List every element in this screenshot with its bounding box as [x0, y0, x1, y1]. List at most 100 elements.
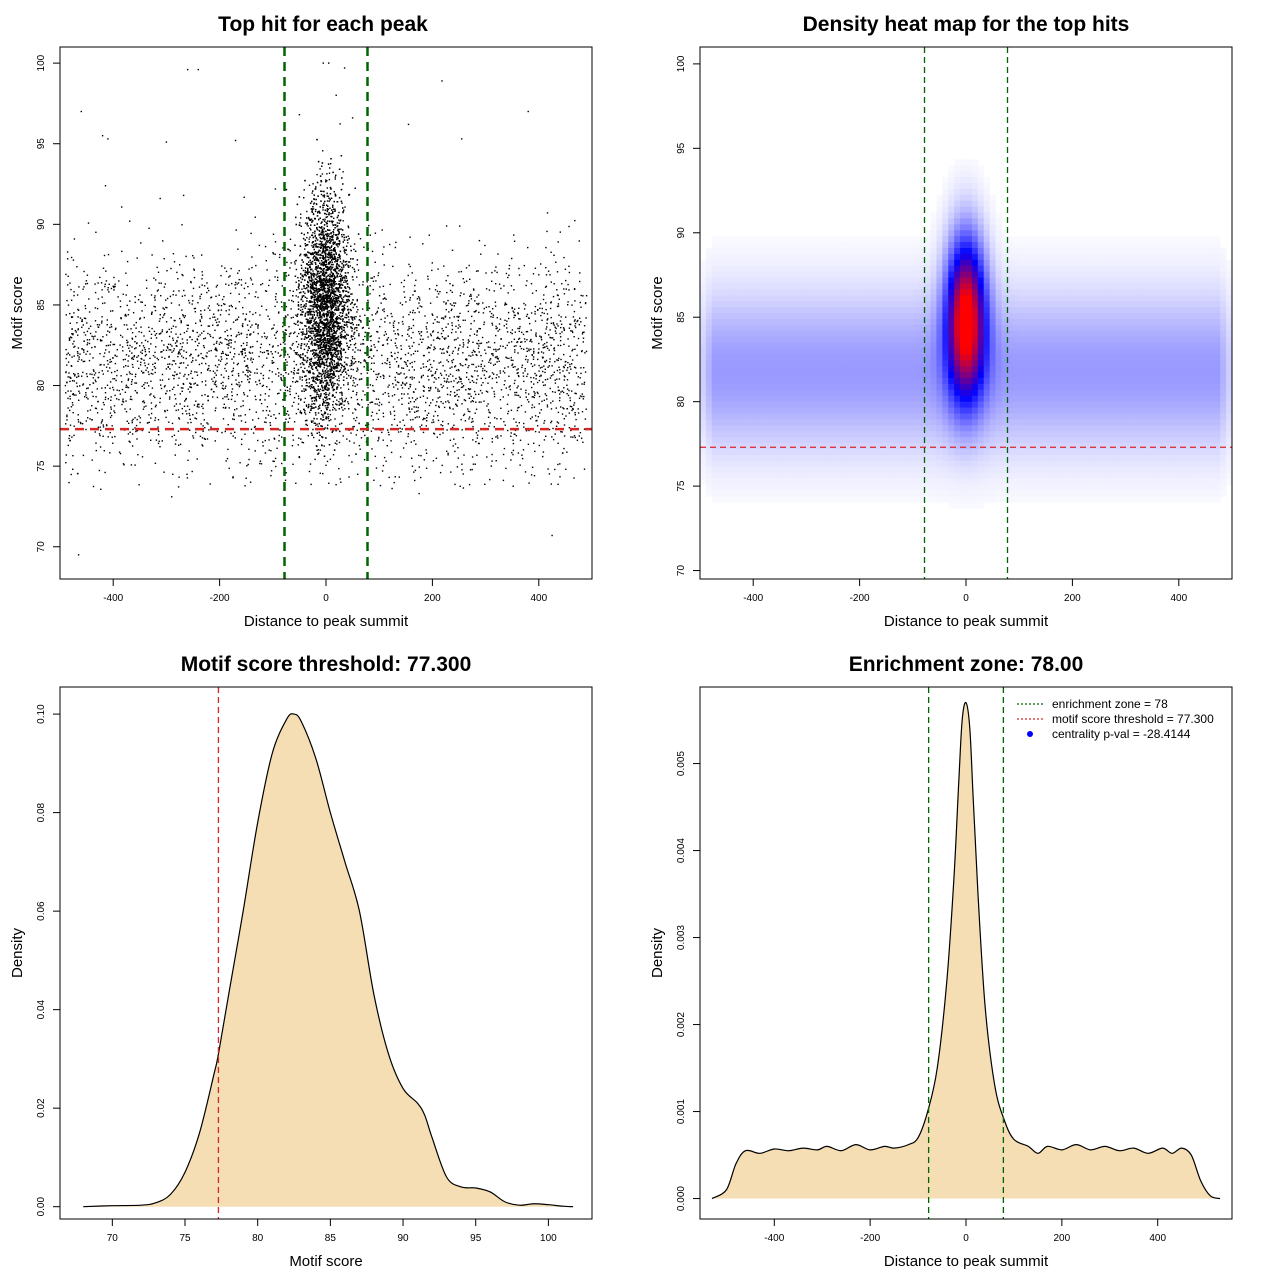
scatter-point: [566, 379, 569, 381]
scatter-point: [517, 385, 519, 387]
scatter-point: [132, 418, 134, 421]
scatter-point: [364, 331, 366, 334]
scatter-point: [261, 305, 263, 307]
scatter-point: [575, 418, 577, 421]
scatter-point: [525, 358, 527, 361]
scatter-point: [386, 315, 389, 317]
scatter-point: [289, 347, 291, 349]
scatter-point: [458, 271, 460, 273]
scatter-point: [192, 435, 194, 437]
scatter-point: [416, 397, 418, 400]
scatter-point: [415, 410, 418, 413]
scatter-point: [193, 257, 195, 259]
scatter-point: [236, 408, 238, 410]
scatter-point: [475, 309, 477, 312]
scatter-point: [218, 321, 220, 323]
scatter-point: [468, 483, 471, 486]
scatter-point: [315, 424, 317, 426]
scatter-point: [298, 284, 300, 286]
scatter-point: [314, 458, 316, 461]
panel-scatter: Top hit for each peak Distance to peak s…: [9, 13, 593, 630]
scatter-point: [307, 371, 310, 374]
scatter-point: [567, 338, 569, 340]
scatter-point: [371, 401, 374, 403]
scatter-point: [207, 367, 210, 370]
scatter-point: [568, 225, 570, 228]
scatter-point: [197, 384, 199, 386]
scatter-point: [172, 374, 174, 376]
scatter-point: [232, 477, 234, 479]
scatter-point: [354, 351, 356, 353]
scatter-point: [559, 476, 561, 478]
scatter-point: [512, 449, 515, 452]
scatter-point: [496, 361, 498, 363]
scatter-point: [71, 356, 73, 358]
scatter-point: [375, 378, 378, 381]
scatter-point: [503, 325, 505, 327]
scatter-point: [435, 387, 437, 389]
scatter-point: [224, 267, 226, 269]
scatter-point: [179, 362, 181, 365]
scatter-point: [330, 419, 332, 421]
scatter-point: [175, 326, 177, 328]
scatter-point: [355, 434, 357, 436]
scatter-point: [326, 402, 329, 404]
scatter-point: [68, 435, 71, 437]
scatter-point: [282, 341, 285, 344]
scatter-point: [197, 302, 199, 304]
scatter-point: [519, 318, 521, 320]
scatter-point: [292, 342, 294, 345]
scatter-point: [402, 316, 404, 318]
scatter-point: [360, 362, 362, 364]
scatter-point: [533, 475, 536, 477]
scatter-point: [290, 371, 293, 373]
scatter-point: [549, 307, 552, 310]
scatter-point: [500, 338, 502, 340]
scatter-point: [552, 322, 555, 324]
scatter-point: [356, 392, 358, 394]
scatter-point: [179, 264, 181, 266]
scatter-point: [521, 341, 523, 343]
scatter-point: [265, 260, 267, 262]
scatter-point: [78, 390, 80, 392]
scatter-point: [350, 368, 352, 370]
scatter-point: [533, 377, 535, 379]
scatter-point: [568, 372, 570, 374]
scatter-point: [431, 366, 433, 369]
scatter-point: [360, 373, 362, 375]
scatter-point: [107, 330, 109, 332]
scatter-point: [342, 329, 344, 331]
scatter-point: [392, 322, 395, 324]
scatter-point: [242, 371, 244, 373]
scatter-point: [411, 311, 414, 314]
scatter-point: [471, 315, 473, 318]
scatter-point: [260, 284, 262, 286]
scatter-point: [299, 376, 301, 378]
scatter-point: [572, 348, 574, 351]
scatter-point: [546, 406, 549, 408]
scatter-point: [351, 461, 353, 463]
scatter-point: [100, 422, 103, 424]
scatter-point: [292, 300, 295, 303]
scatter-point: [250, 279, 253, 281]
scatter-point: [381, 362, 384, 365]
scatter-point: [452, 445, 454, 447]
scatter-point: [208, 305, 210, 307]
scatter-point: [135, 335, 137, 338]
scatter-point: [208, 325, 211, 327]
scatter-point: [462, 342, 465, 344]
scatter-point: [303, 305, 305, 307]
scatter-point: [422, 385, 425, 387]
scatter-point: [420, 377, 423, 379]
scatter-point: [451, 361, 454, 364]
scatter-point: [470, 421, 473, 423]
scatter-point: [101, 316, 103, 318]
scatter-point: [77, 375, 80, 377]
scatter-point: [257, 417, 260, 420]
scatter-point: [541, 400, 543, 402]
scatter-point: [67, 397, 69, 400]
scatter-point: [349, 365, 351, 367]
scatter-point: [244, 349, 246, 351]
scatter-point: [556, 271, 559, 273]
scatter-point: [439, 348, 441, 350]
